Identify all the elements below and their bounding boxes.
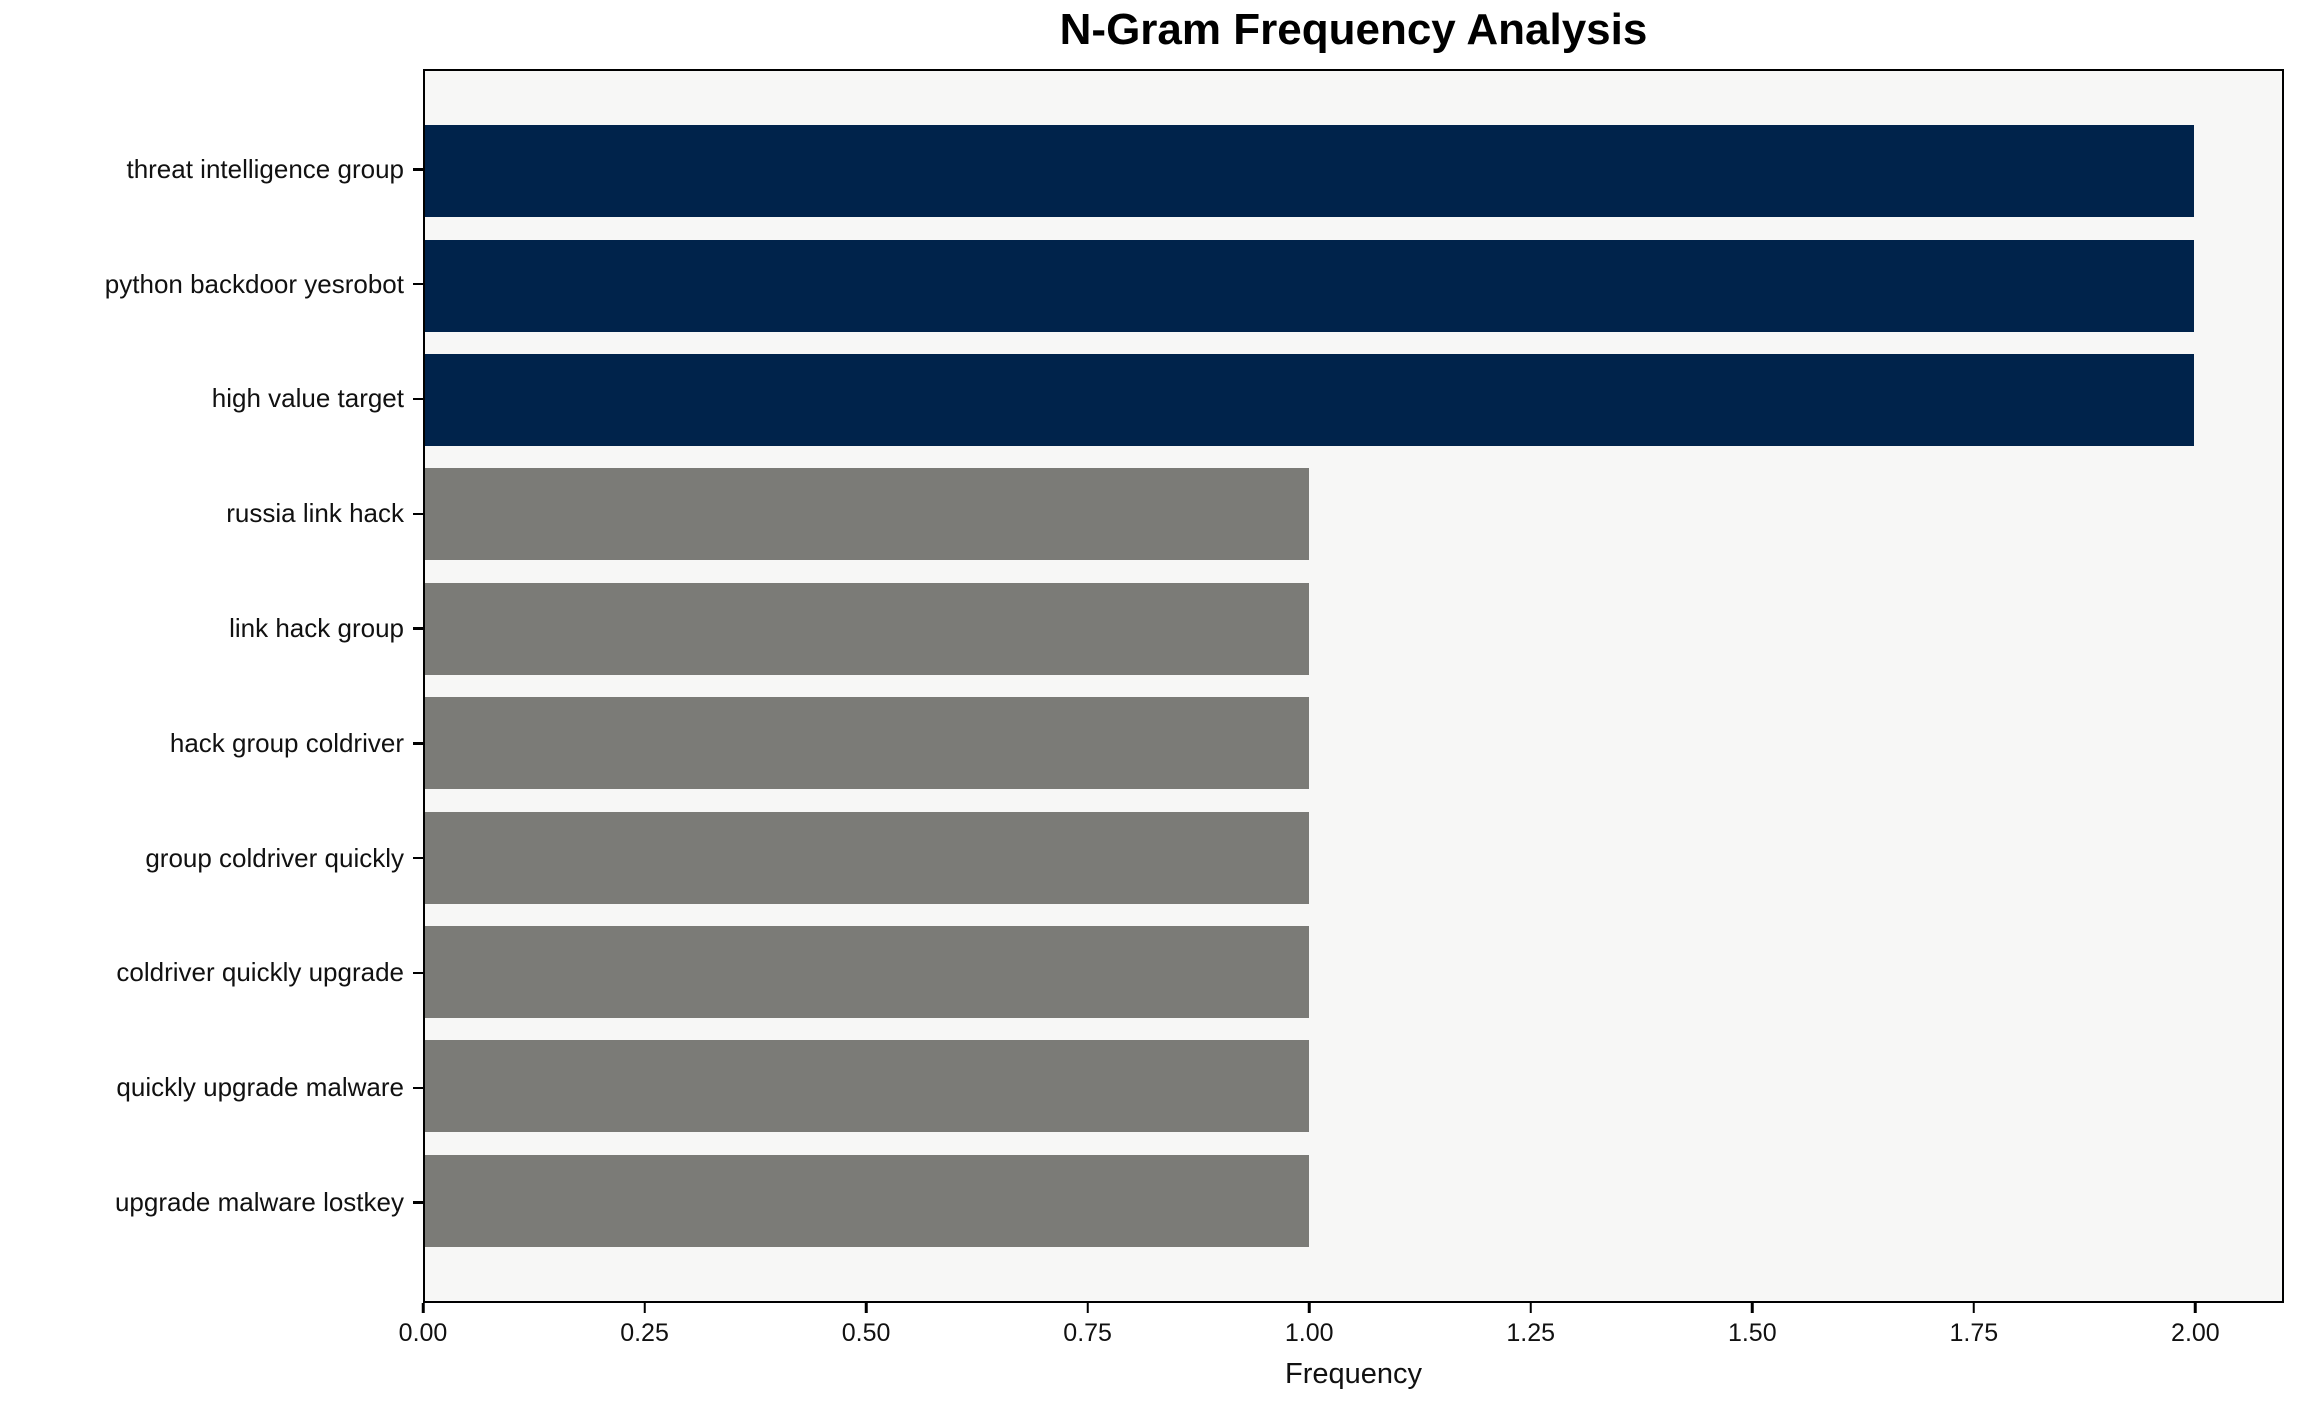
y-tick-label: high value target [211,383,404,414]
bar [425,1040,1310,1133]
x-tick-mark [1307,1303,1311,1313]
y-axis-row: threat intelligence group [0,112,423,227]
y-tick-mark [413,1086,423,1090]
y-tick-mark [413,627,423,630]
y-tick-mark [413,856,423,860]
x-tick-label: 0.75 [1063,1319,1112,1347]
y-axis-row: link hack group [0,571,423,686]
x-tick-mark [1086,1303,1089,1313]
y-tick-label: link hack group [229,613,404,644]
bar-row [425,457,2282,571]
y-axis-row: high value target [0,342,423,457]
y-tick-label: group coldriver quickly [145,842,404,873]
bar [425,926,1310,1019]
y-axis-row: group coldriver quickly [0,801,423,916]
x-tick-label: 1.50 [1727,1319,1777,1347]
bar-row [425,572,2282,686]
bar-row [425,915,2282,1029]
bar-row [425,228,2282,342]
bar [425,697,1310,790]
x-axis: 0.00 0.25 0.50 0.75 1.00 1.25 1.50 1.75 2.00 [399,1303,2284,1373]
x-tick-label: 0.50 [841,1319,891,1347]
y-tick-mark [413,1201,423,1204]
y-tick-mark [413,282,423,286]
bar [425,354,2194,447]
x-tick-label: 1.75 [1949,1319,1999,1347]
bars-container [425,71,2282,1301]
x-tick-label: 2.00 [2171,1319,2220,1347]
plot-area [423,69,2284,1303]
bar [425,468,1310,561]
y-axis-row: russia link hack [0,456,423,571]
bar-row [425,343,2282,457]
x-tick-mark [1751,1303,1754,1313]
y-tick-mark [413,512,423,516]
x-tick-mark [421,1303,425,1313]
y-tick-mark [413,742,423,745]
x-tick-mark [2194,1303,2197,1313]
y-tick-label: hack group coldriver [169,727,404,758]
bar-row [425,114,2282,228]
y-axis-row: hack group coldriver [0,686,423,801]
x-tick-mark [864,1303,868,1313]
y-tick-label: coldriver quickly upgrade [116,957,404,988]
bar-row [425,1144,2282,1258]
y-tick-label: threat intelligence group [126,153,404,184]
x-tick-label: 0.25 [620,1319,669,1347]
x-tick-label: 0.00 [398,1319,448,1347]
y-axis: threat intelligence group python backdoor… [0,69,423,1303]
bar [425,582,1310,675]
y-tick-label: upgrade malware lostkey [114,1187,404,1218]
bar [425,125,2194,218]
y-tick-mark [413,971,423,975]
bar-row [425,686,2282,800]
y-tick-mark [413,397,423,401]
x-axis-label: Frequency [1284,1358,1422,1390]
x-tick-mark [1972,1303,1976,1313]
x-tick-mark [643,1303,646,1313]
y-axis-row: upgrade malware lostkey [0,1145,423,1260]
x-tick-label: 1.25 [1506,1319,1556,1347]
y-tick-label: russia link hack [226,498,404,529]
y-axis-row: python backdoor yesrobot [0,227,423,342]
bar [425,811,1310,904]
y-axis-row: quickly upgrade malware [0,1030,423,1145]
y-tick-mark [413,168,423,171]
bar [425,1154,1310,1247]
bar-row [425,1029,2282,1143]
x-tick-mark [1529,1303,1532,1313]
y-axis-row: coldriver quickly upgrade [0,916,423,1031]
bar [425,239,2194,332]
x-tick-label: 1.00 [1284,1319,1334,1347]
chart-title: N-Gram Frequency Analysis [1059,5,1648,54]
y-tick-label: quickly upgrade malware [116,1072,404,1103]
y-tick-label: python backdoor yesrobot [104,268,404,299]
bar-row [425,800,2282,914]
